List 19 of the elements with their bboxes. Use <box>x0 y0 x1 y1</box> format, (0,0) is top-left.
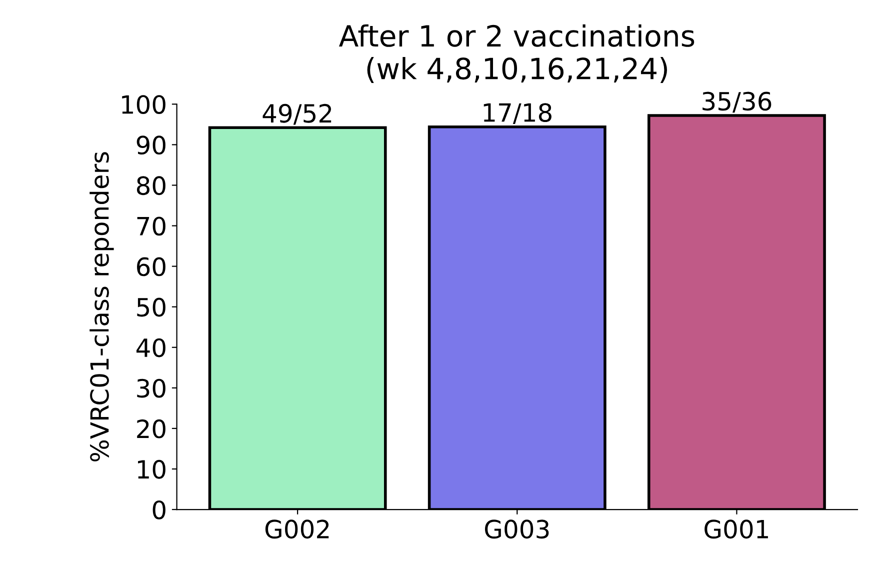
x-tick-label: G002 <box>265 520 329 539</box>
y-tick-label: 100 <box>122 95 166 114</box>
y-tick-label: 20 <box>137 419 166 438</box>
data-label: 17/18 <box>484 103 552 124</box>
y-tick-label: 60 <box>137 257 166 276</box>
x-tick-label: G003 <box>484 520 549 539</box>
y-tick-label: 50 <box>137 298 166 317</box>
x-tick-label: G001 <box>704 520 768 539</box>
y-tick-label: 40 <box>136 338 166 358</box>
y-tick-label: 10 <box>138 460 166 479</box>
chart-title: After 1 or 2 vaccinations (wk 4,8,10,16,21,24) <box>338 24 694 83</box>
y-axis-title: %VRC01-class reponders <box>90 152 114 462</box>
y-tick-label: 90 <box>136 136 166 155</box>
y-tick-label: 80 <box>136 176 166 196</box>
data-label: 35/36 <box>702 92 772 113</box>
y-tick-label: 30 <box>137 378 166 398</box>
data-label: 49/52 <box>262 104 332 125</box>
y-tick-label: 70 <box>137 216 166 236</box>
y-tick-label: 0 <box>152 500 166 520</box>
